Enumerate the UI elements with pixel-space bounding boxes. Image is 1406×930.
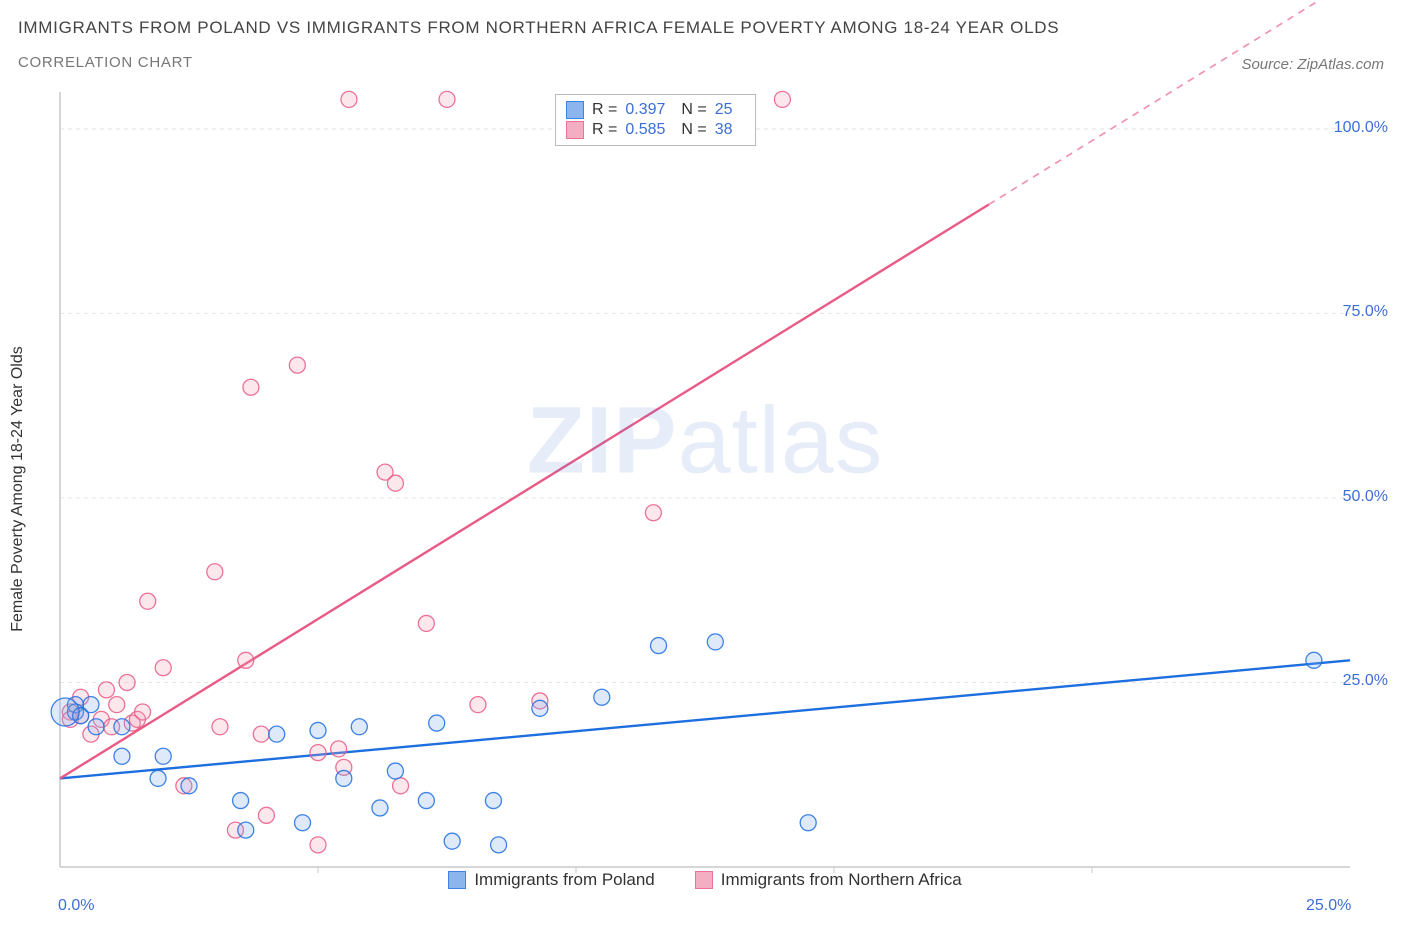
- correlation-stats-box: R = 0.397 N = 25 R = 0.585 N = 38: [555, 94, 756, 146]
- swatch-icon: [566, 101, 584, 119]
- x-tick-label: 25.0%: [1306, 897, 1351, 915]
- legend-item-poland: Immigrants from Poland: [448, 870, 654, 890]
- legend-label: Immigrants from Northern Africa: [721, 870, 962, 890]
- chart-title: IMMIGRANTS FROM POLAND VS IMMIGRANTS FRO…: [18, 18, 1059, 38]
- y-tick-label: 25.0%: [1343, 672, 1388, 690]
- y-tick-label: 50.0%: [1343, 488, 1388, 506]
- source-attribution: Source: ZipAtlas.com: [1241, 56, 1384, 73]
- y-tick-label: 75.0%: [1343, 303, 1388, 321]
- y-tick-label: 100.0%: [1334, 119, 1388, 137]
- swatch-icon: [566, 121, 584, 139]
- legend-item-northern-africa: Immigrants from Northern Africa: [695, 870, 962, 890]
- stats-row-poland: R = 0.397 N = 25: [566, 101, 741, 119]
- legend-label: Immigrants from Poland: [474, 870, 654, 890]
- chart-plot-area: ZIPatlas: [60, 92, 1350, 867]
- x-tick-label: 0.0%: [58, 897, 94, 915]
- scatter-plot-svg: [60, 92, 1350, 867]
- chart-subtitle: CORRELATION CHART: [18, 54, 193, 71]
- x-axis-legend: Immigrants from Poland Immigrants from N…: [60, 870, 1350, 890]
- stats-row-northern-africa: R = 0.585 N = 38: [566, 121, 741, 139]
- y-axis-label: Female Poverty Among 18-24 Year Olds: [9, 346, 27, 632]
- swatch-icon: [695, 871, 713, 889]
- swatch-icon: [448, 871, 466, 889]
